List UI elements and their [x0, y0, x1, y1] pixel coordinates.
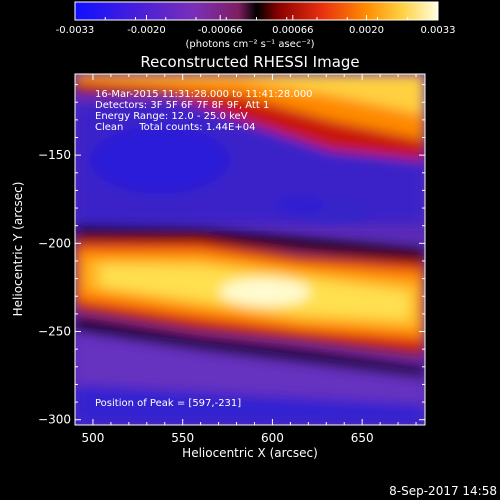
peak-position-label: Position of Peak = [597,-231] [95, 398, 241, 409]
x-axis: 500 550 600 650 [74, 74, 417, 445]
annotation-clean: Clean Total counts: 1.44E+04 [95, 122, 255, 133]
colorbar-tick-label: 0.0033 [421, 25, 456, 36]
colorbar-tick-label: 0.0020 [349, 25, 384, 36]
colorbar-ticks: -0.0033 -0.0020 -0.00066 0.00066 0.0020 0.003… [56, 15, 456, 36]
heatmap-image [75, 74, 425, 425]
annotations: 16-Mar-2015 11:31:28.000 to 11:41:28.000… [95, 89, 313, 409]
x-tick-label: 500 [81, 431, 104, 445]
annotation-time: 16-Mar-2015 11:31:28.000 to 11:41:28.000 [95, 89, 313, 100]
colorbar-tick-label: -0.0020 [127, 25, 166, 36]
x-tick-label: 550 [171, 431, 194, 445]
x-tick-label: 650 [351, 431, 374, 445]
colorbar-tick-label: -0.0033 [56, 25, 95, 36]
x-tick-label: 600 [261, 431, 284, 445]
x-axis-label: Heliocentric X (arcsec) [182, 446, 318, 460]
y-tick-label: −200 [38, 236, 71, 250]
y-axis-label: Heliocentric Y (arcsec) [11, 182, 25, 317]
colorbar-units: (photons cm⁻² s⁻¹ asec⁻²) [185, 39, 314, 50]
colorbar-tick-label: 0.00066 [272, 25, 313, 36]
y-tick-label: −250 [38, 325, 71, 339]
y-axis: −150 −200 −250 −300 [38, 84, 425, 427]
annotation-detectors: Detectors: 3F 5F 6F 7F 8F 9F, Att 1 [95, 100, 269, 111]
chart-title: Reconstructed RHESSI Image [140, 53, 359, 71]
footer-date: 8-Sep-2017 14:58 [389, 484, 497, 498]
y-tick-label: −300 [38, 413, 71, 427]
y-tick-label: −150 [38, 148, 71, 162]
annotation-energy: Energy Range: 12.0 - 25.0 keV [95, 111, 248, 122]
plot-frame [74, 73, 426, 426]
colorbar-tick-label: -0.00066 [198, 25, 243, 36]
